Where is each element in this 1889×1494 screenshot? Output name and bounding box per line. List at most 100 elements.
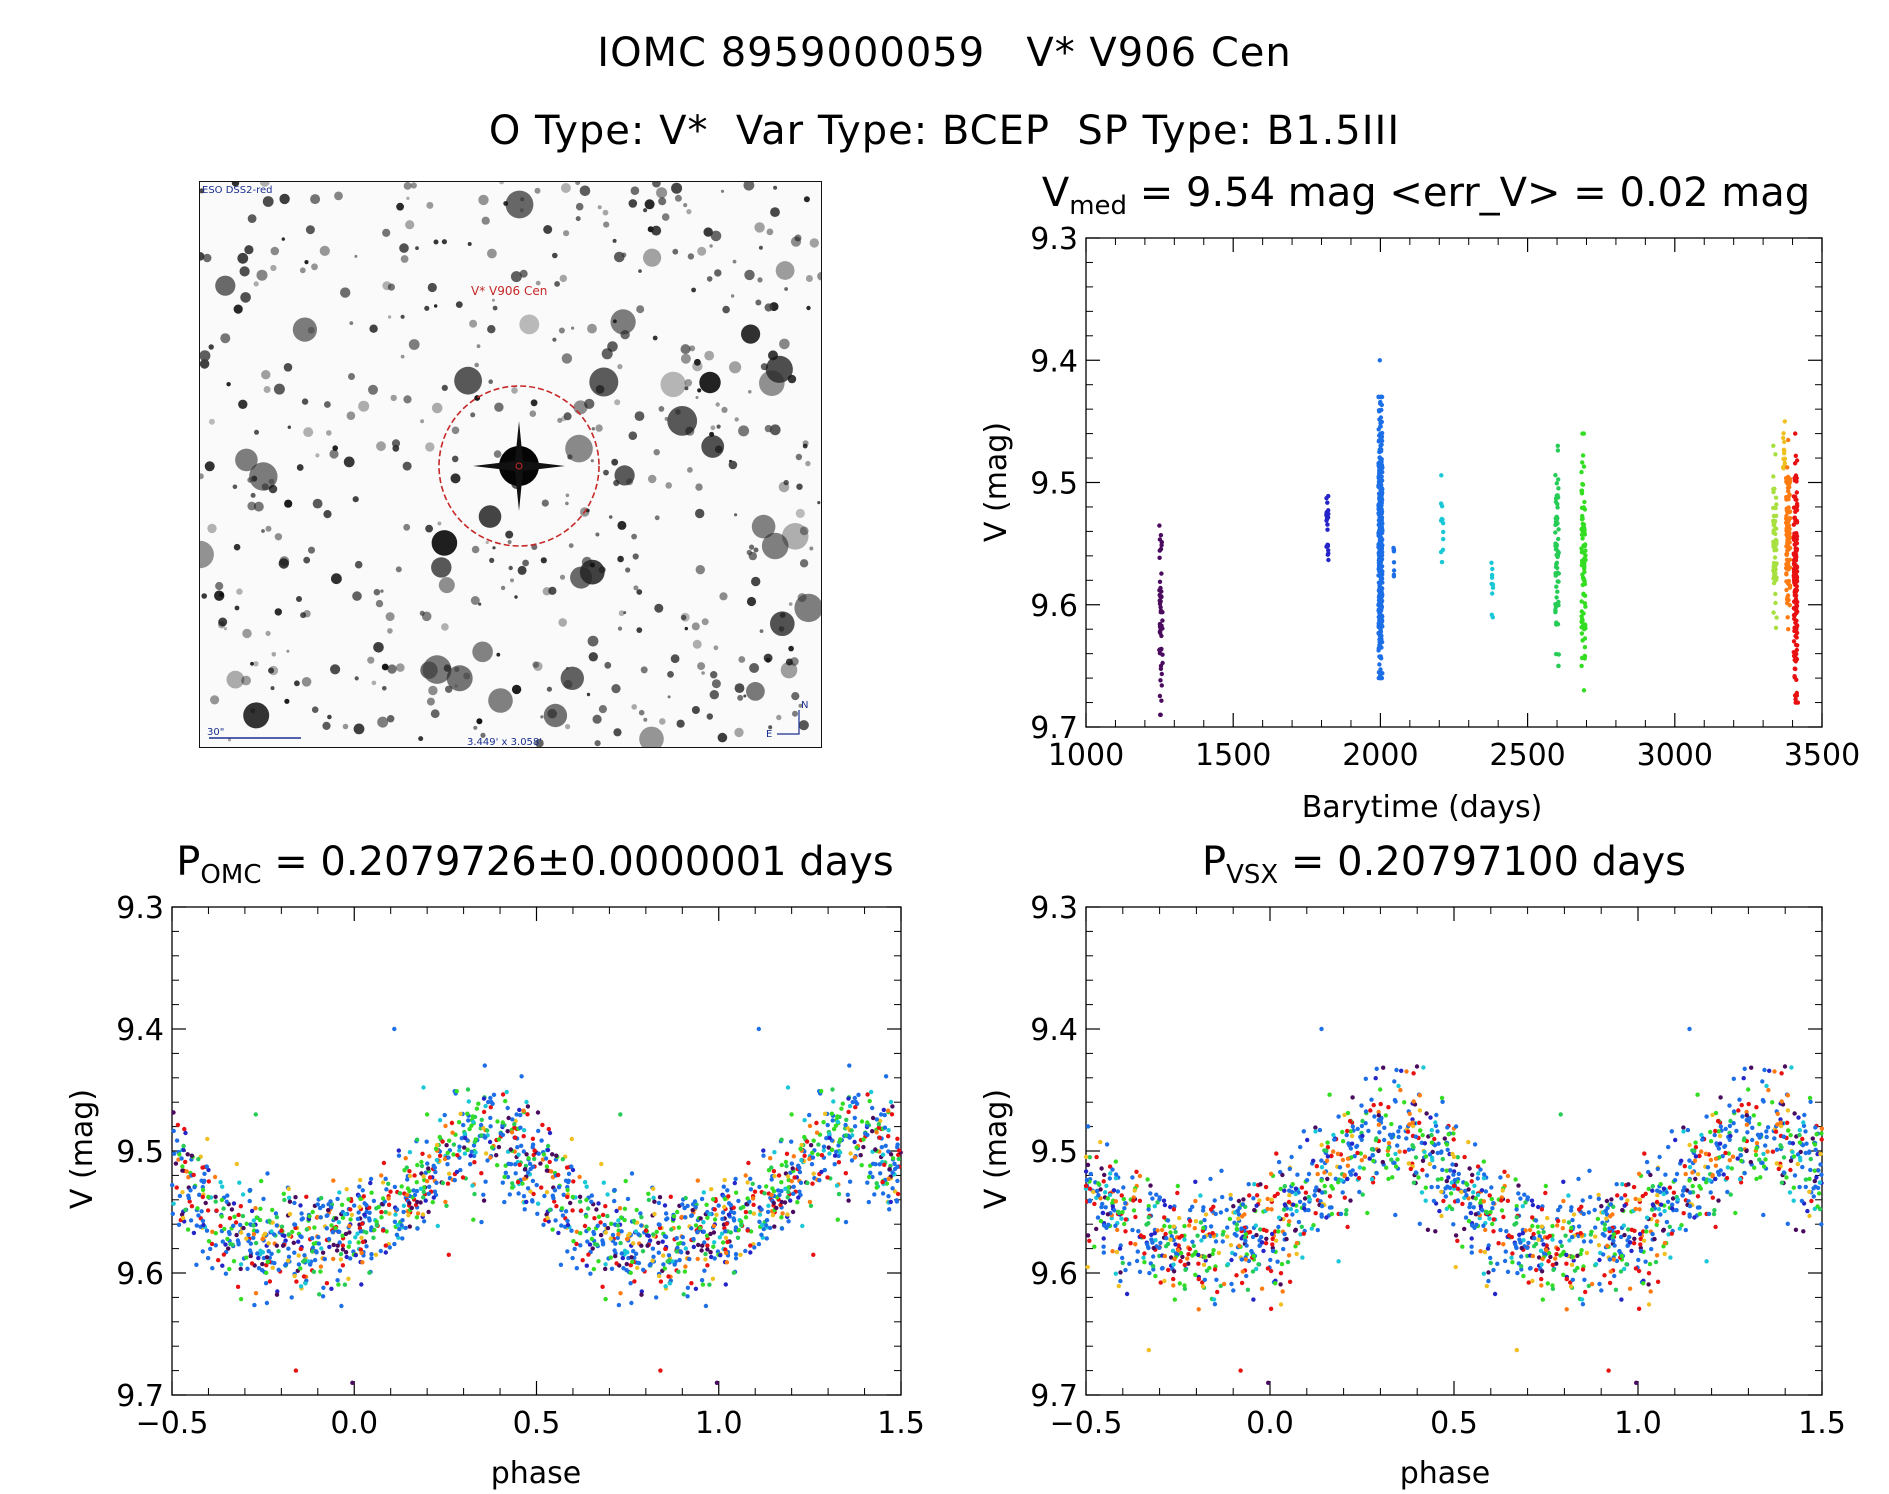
data-point xyxy=(1158,1280,1163,1285)
data-point xyxy=(547,1159,552,1165)
data-point xyxy=(1379,574,1384,579)
data-point xyxy=(603,1204,608,1209)
star xyxy=(798,703,803,708)
data-point xyxy=(1795,1152,1801,1157)
data-point xyxy=(435,1223,440,1229)
data-point xyxy=(219,1228,225,1234)
data-point xyxy=(227,1216,233,1221)
data-point xyxy=(1130,1175,1135,1180)
star xyxy=(532,661,539,668)
data-point xyxy=(1250,1255,1255,1260)
data-point xyxy=(1434,1112,1439,1118)
data-point xyxy=(1171,1237,1176,1243)
data-point xyxy=(1472,1142,1478,1147)
data-point xyxy=(1583,553,1588,558)
data-point xyxy=(234,1232,239,1238)
data-point xyxy=(1581,530,1586,536)
data-point xyxy=(1113,1159,1119,1164)
data-point xyxy=(479,1133,484,1138)
data-point xyxy=(1378,525,1383,530)
star xyxy=(308,546,315,554)
data-point xyxy=(481,1096,487,1101)
data-point xyxy=(1778,1117,1783,1122)
data-point xyxy=(371,1235,376,1241)
data-point xyxy=(1218,1210,1224,1215)
data-point xyxy=(466,1118,471,1123)
data-point xyxy=(1475,1176,1481,1181)
data-point xyxy=(866,1123,872,1128)
star xyxy=(485,540,489,545)
data-point xyxy=(466,1113,471,1118)
data-point xyxy=(1278,1271,1284,1276)
data-point xyxy=(1751,1113,1757,1118)
data-point xyxy=(1786,531,1791,536)
data-point xyxy=(1583,542,1588,547)
star xyxy=(443,664,452,672)
data-point xyxy=(1607,1280,1613,1286)
data-point xyxy=(340,1263,346,1268)
data-point xyxy=(540,1122,545,1128)
data-point xyxy=(1717,1120,1723,1125)
data-point xyxy=(657,1222,662,1227)
data-point xyxy=(237,1180,242,1185)
data-point xyxy=(1378,401,1383,406)
data-point xyxy=(521,1109,527,1115)
data-point xyxy=(1771,474,1776,479)
data-point xyxy=(1378,603,1383,608)
data-point xyxy=(1582,653,1588,659)
y-tick-label: 9.6 xyxy=(116,1257,164,1292)
data-point xyxy=(609,1221,614,1227)
data-point xyxy=(712,1256,717,1261)
data-point xyxy=(1270,1173,1276,1179)
data-point xyxy=(479,1171,484,1176)
data-point xyxy=(1377,585,1383,590)
data-point xyxy=(1727,1103,1732,1108)
data-point xyxy=(817,1132,823,1137)
data-point xyxy=(519,1143,524,1149)
data-point xyxy=(1378,537,1384,542)
data-point xyxy=(1539,1224,1545,1229)
data-point xyxy=(811,1138,816,1143)
data-point xyxy=(400,1225,405,1230)
data-point xyxy=(1637,1207,1642,1212)
data-point xyxy=(853,1154,858,1159)
data-point xyxy=(826,1145,831,1150)
data-point xyxy=(1282,1184,1288,1189)
data-point xyxy=(262,1231,268,1237)
data-point xyxy=(1794,475,1799,481)
star xyxy=(631,533,637,540)
data-point xyxy=(337,1268,343,1273)
data-point xyxy=(1773,513,1779,518)
data-point xyxy=(346,1276,351,1282)
data-point xyxy=(314,1240,319,1246)
data-point xyxy=(760,1235,765,1240)
data-point xyxy=(710,1276,716,1282)
data-point xyxy=(1790,1155,1795,1160)
data-point xyxy=(779,1226,785,1231)
data-point xyxy=(605,1192,610,1197)
data-point xyxy=(204,1164,209,1169)
data-point xyxy=(375,1223,380,1229)
data-point xyxy=(1273,1278,1278,1284)
data-point xyxy=(1716,1198,1721,1203)
data-point xyxy=(1814,1132,1819,1137)
data-point xyxy=(683,1195,688,1201)
data-point xyxy=(1261,1248,1266,1254)
star xyxy=(399,243,409,253)
data-point xyxy=(1225,1225,1230,1230)
data-point xyxy=(397,1191,403,1196)
data-point xyxy=(791,1154,796,1159)
data-point xyxy=(1670,1202,1675,1207)
data-point xyxy=(1654,1222,1659,1228)
data-point xyxy=(1391,547,1397,553)
data-point xyxy=(1260,1240,1265,1245)
data-point xyxy=(1451,1126,1457,1131)
data-point xyxy=(810,1155,816,1160)
data-point xyxy=(855,1146,861,1151)
data-point xyxy=(1379,675,1385,681)
data-point xyxy=(340,1247,346,1252)
data-point xyxy=(509,1130,515,1135)
data-point xyxy=(1582,561,1587,566)
data-point xyxy=(1313,1129,1318,1134)
